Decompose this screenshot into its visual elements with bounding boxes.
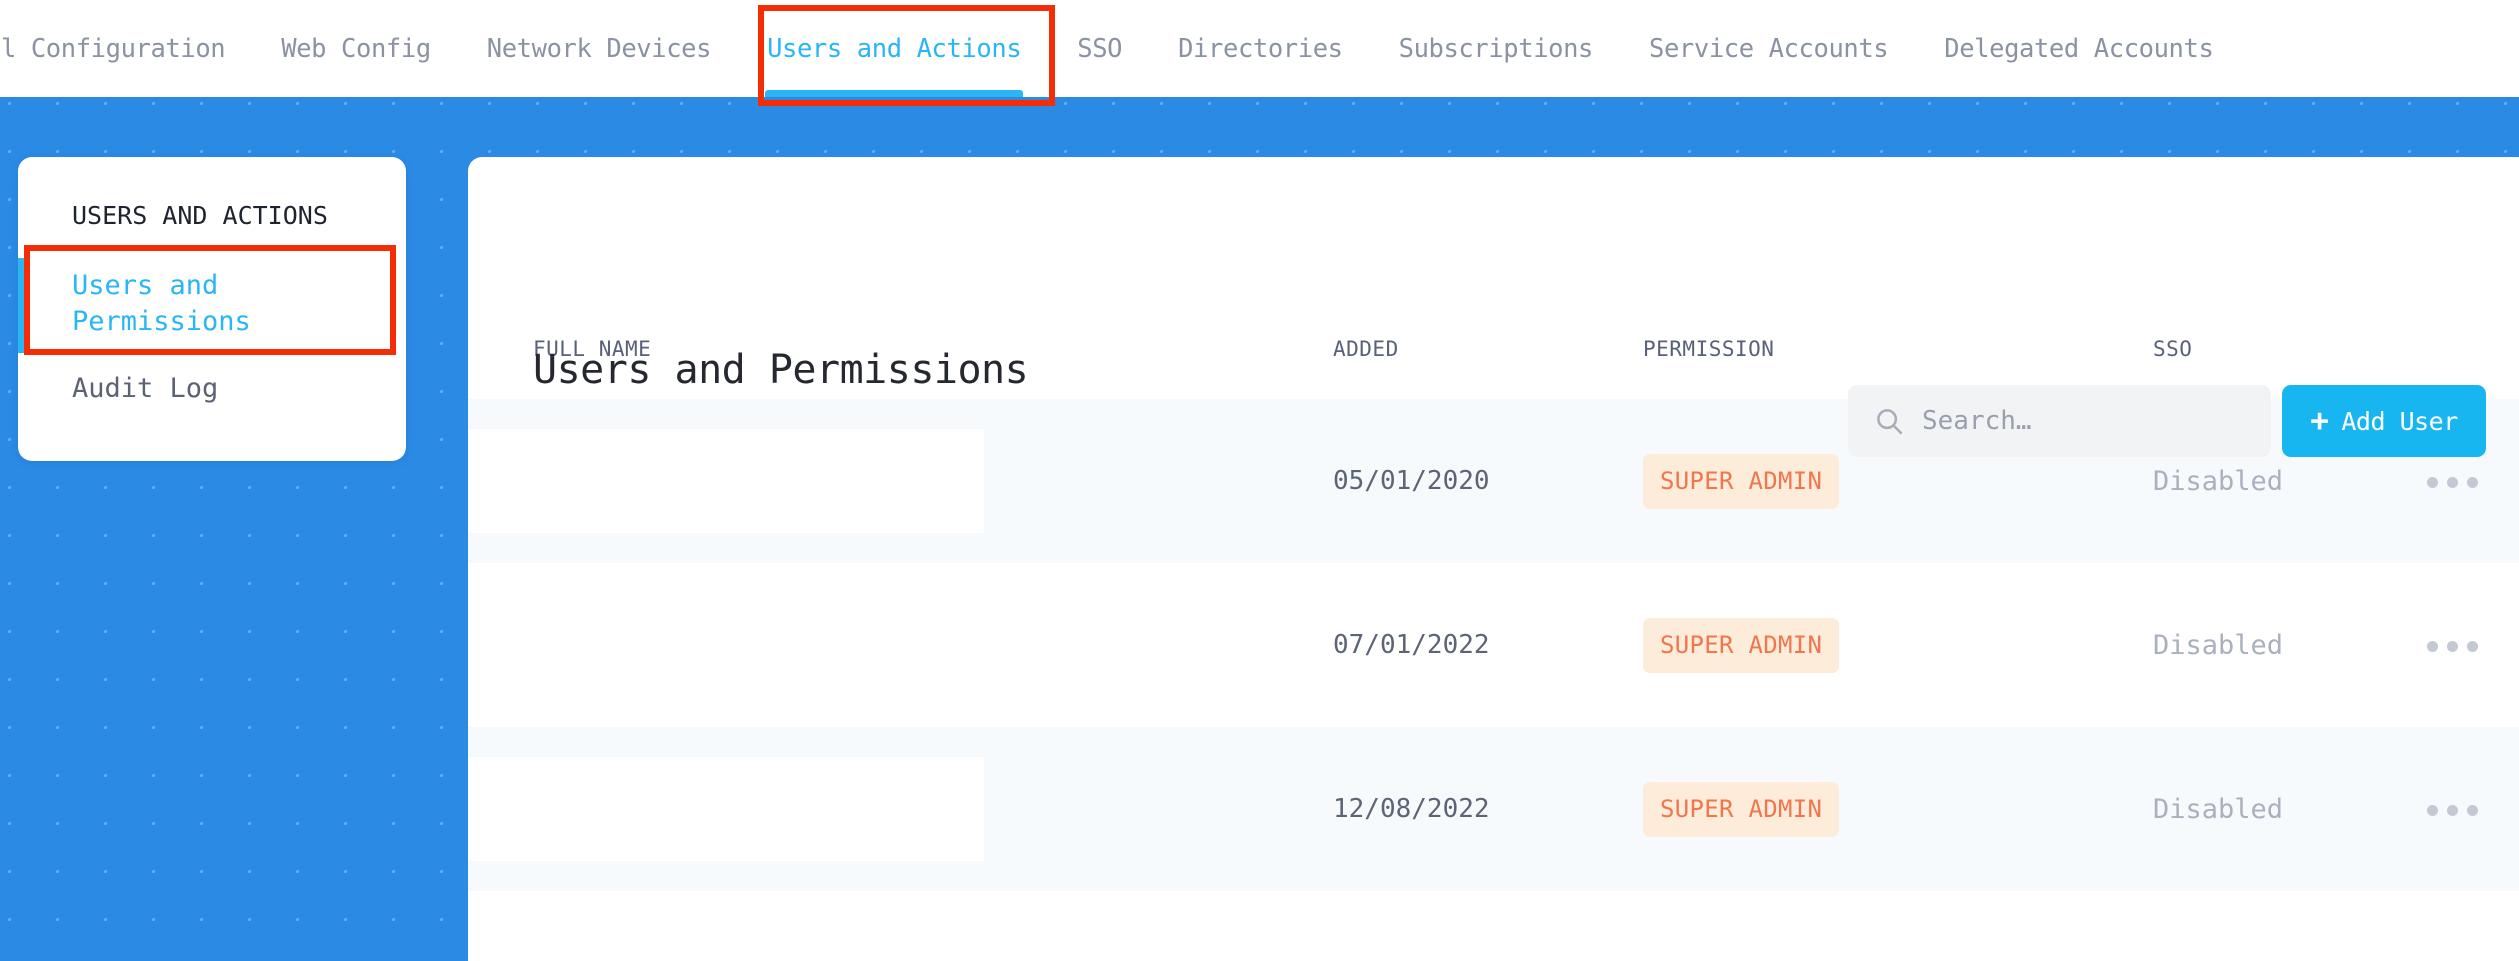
nav-tab-label: Service Accounts	[1649, 33, 1889, 64]
sso-status-value: Disabled	[2153, 629, 2284, 661]
cell-sso-status: Disabled	[2153, 563, 2423, 727]
permission-badge: SUPER ADMIN	[1643, 781, 1840, 837]
table-row[interactable]: 07/01/2022 SUPER ADMIN Disabled	[468, 563, 2519, 727]
sidebar-item-users-and-permissions[interactable]: Users and Permissions	[18, 258, 406, 354]
plus-icon: +	[2310, 402, 2329, 439]
main-content-card: Users and Permissions + Add User FULL NA…	[468, 157, 2519, 961]
nav-tab-subscriptions[interactable]: Subscriptions	[1371, 0, 1621, 97]
users-table-body: 05/01/2020 SUPER ADMIN Disabled 07/01/2022 S…	[468, 399, 2519, 961]
nav-tab-label: Subscriptions	[1398, 33, 1594, 64]
top-navigation-bar: il Configuration Web Config Network Device…	[0, 0, 2519, 97]
main-header: Users and Permissions + Add User	[468, 157, 2519, 457]
page-title: Users and Permissions	[533, 347, 1029, 393]
search-input[interactable]	[1920, 405, 2254, 437]
cell-added-date: 12/08/2022	[1333, 794, 1490, 824]
cell-row-actions	[2423, 399, 2519, 563]
sso-status-value: Disabled	[2153, 465, 2284, 497]
cell-sso-status: Disabled	[2153, 727, 2423, 891]
nav-tab-label: Directories	[1178, 33, 1343, 64]
nav-tab-label: Users and Actions	[767, 33, 1022, 64]
add-user-label: Add User	[2341, 406, 2458, 436]
sidebar-card: USERS AND ACTIONS Users and Permissions …	[18, 157, 406, 461]
column-header-sso: SSO	[2153, 337, 2193, 361]
sidebar-item-label: Users and Permissions	[72, 270, 251, 337]
redacted-name-block	[468, 429, 984, 533]
permission-badge: SUPER ADMIN	[1643, 617, 1840, 673]
top-nav-tab-list: il Configuration Web Config Network Device…	[0, 0, 2519, 97]
nav-tab-service-accounts[interactable]: Service Accounts	[1621, 0, 1916, 97]
search-icon	[1877, 409, 1903, 435]
users-table-head: FULL NAME ADDED PERMISSION SSO	[468, 337, 2519, 399]
cell-added-date	[1333, 891, 1643, 961]
cell-full-name	[468, 891, 1333, 961]
cell-row-actions	[2423, 891, 2519, 961]
sidebar-title: USERS AND ACTIONS	[72, 201, 328, 230]
cell-full-name	[468, 727, 1333, 891]
add-user-button[interactable]: + Add User	[2282, 385, 2486, 457]
nav-tab-delegated-accounts[interactable]: Delegated Accounts	[1916, 0, 2241, 97]
cell-sso-status	[2153, 891, 2423, 961]
nav-tab-label: Network Devices	[486, 33, 712, 64]
permission-badge: SUPER ADMIN	[1643, 453, 1840, 509]
cell-sso-status: Disabled	[2153, 399, 2423, 563]
row-overflow-menu-icon[interactable]	[2423, 631, 2482, 662]
users-table: FULL NAME ADDED PERMISSION SSO 05/01/202…	[468, 337, 2519, 961]
nav-tab-web-config[interactable]: Web Config	[253, 0, 459, 97]
nav-tab-sso[interactable]: SSO	[1049, 0, 1150, 97]
column-header-permission: PERMISSION	[1643, 337, 1775, 361]
cell-full-name	[468, 563, 1333, 727]
row-overflow-menu-icon[interactable]	[2423, 467, 2482, 498]
cell-full-name	[468, 399, 1333, 563]
cell-added-date: 07/01/2022	[1333, 630, 1490, 660]
nav-tab-label: Delegated Accounts	[1944, 33, 2214, 64]
column-header-full-name: FULL NAME	[533, 337, 652, 361]
nav-tab-label: il Configuration	[0, 33, 226, 64]
nav-tab-directories[interactable]: Directories	[1150, 0, 1370, 97]
cell-permission	[1643, 891, 2153, 961]
row-overflow-menu-icon[interactable]	[2423, 795, 2482, 826]
sso-status-value: Disabled	[2153, 793, 2284, 825]
cell-permission: SUPER ADMIN	[1643, 727, 2153, 891]
cell-permission: SUPER ADMIN	[1643, 399, 2153, 563]
column-header-added: ADDED	[1333, 337, 1399, 361]
redacted-name-block	[468, 593, 984, 697]
search-box[interactable]	[1848, 385, 2271, 457]
cell-permission: SUPER ADMIN	[1643, 563, 2153, 727]
table-header-row: FULL NAME ADDED PERMISSION SSO	[468, 337, 2519, 399]
redacted-name-block	[468, 921, 984, 961]
table-row[interactable]: 12/08/2022 SUPER ADMIN Disabled	[468, 727, 2519, 891]
nav-tab-label: SSO	[1077, 33, 1123, 64]
cell-row-actions	[2423, 727, 2519, 891]
nav-tab-label: Web Config	[281, 33, 431, 64]
table-row[interactable]	[468, 891, 2519, 961]
nav-tab-network-devices[interactable]: Network Devices	[459, 0, 739, 97]
sidebar-item-audit-log[interactable]: Audit Log	[18, 353, 406, 461]
nav-tab-active-underline	[765, 90, 1024, 97]
nav-tab-users-and-actions[interactable]: Users and Actions	[739, 0, 1049, 97]
redacted-name-block	[468, 757, 984, 861]
sidebar-item-label: Audit Log	[72, 373, 219, 405]
nav-tab-il-configuration[interactable]: il Configuration	[0, 0, 253, 97]
cell-row-actions	[2423, 563, 2519, 727]
cell-added-date: 05/01/2020	[1333, 466, 1490, 496]
